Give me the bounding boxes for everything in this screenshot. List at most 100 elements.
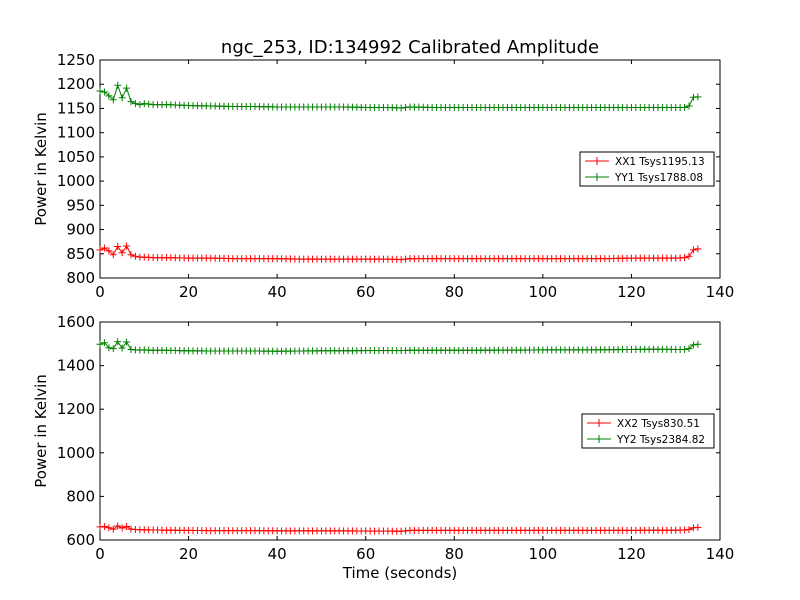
data-point xyxy=(131,100,139,108)
series-xx2 xyxy=(96,522,702,535)
legend-label: YY2 Tsys2384.82 xyxy=(616,434,705,446)
data-point xyxy=(109,251,117,259)
x-tick-label: 40 xyxy=(268,545,287,563)
series-xx1 xyxy=(96,242,702,264)
x-tick-label: 140 xyxy=(706,545,735,563)
data-point xyxy=(685,102,693,110)
x-tick-label: 60 xyxy=(356,545,375,563)
data-point xyxy=(123,522,131,530)
data-point xyxy=(123,242,131,250)
data-point xyxy=(118,524,126,532)
y-tick-label: 800 xyxy=(66,269,95,287)
x-tick-label: 120 xyxy=(617,283,646,301)
x-tick-label: 100 xyxy=(529,545,558,563)
top-panel: 0 20 40 60 80 100 120 140 800 850 900 950 1000 1050 11… xyxy=(32,51,734,301)
data-point xyxy=(114,522,122,530)
y-tick-label: 850 xyxy=(66,245,95,263)
x-tick-label: 40 xyxy=(268,283,287,301)
data-point xyxy=(118,249,126,257)
y-tick-label: 1600 xyxy=(57,313,95,331)
legend-marker xyxy=(595,435,603,443)
data-point xyxy=(105,92,113,100)
data-point xyxy=(114,81,122,89)
legend-label: YY1 Tsys1788.08 xyxy=(614,172,703,184)
data-point xyxy=(694,93,702,101)
data-point xyxy=(681,103,689,111)
data-point xyxy=(136,101,144,109)
y-axis-label: Power in Kelvin xyxy=(32,374,50,488)
data-point xyxy=(118,344,126,352)
data-point xyxy=(100,339,108,347)
data-point xyxy=(685,252,693,260)
data-point xyxy=(685,526,693,534)
legend: XX2 Tsys830.51 YY2 Tsys2384.82 xyxy=(581,413,715,449)
chart-title: ngc_253, ID:134992 Calibrated Amplitude xyxy=(221,37,599,58)
y-tick-label: 600 xyxy=(66,531,95,549)
legend-label: XX1 Tsys1195.13 xyxy=(615,156,705,168)
x-tick-label: 80 xyxy=(445,545,464,563)
x-tick-label: 0 xyxy=(95,545,105,563)
y-tick-label: 1000 xyxy=(57,444,95,462)
y-tick-label: 950 xyxy=(66,196,95,214)
data-point xyxy=(105,524,113,532)
data-point xyxy=(105,344,113,352)
data-point xyxy=(118,94,126,102)
legend-box xyxy=(579,151,715,187)
data-point xyxy=(109,96,117,104)
data-point xyxy=(109,345,117,353)
data-point xyxy=(694,245,702,253)
series-yy1 xyxy=(96,81,702,112)
data-point xyxy=(96,340,104,348)
data-point xyxy=(681,254,689,262)
legend: XX1 Tsys1195.13 YY1 Tsys1788.08 xyxy=(579,151,715,187)
data-point xyxy=(694,523,702,531)
data-point xyxy=(114,243,122,251)
y-tick-label: 1100 xyxy=(57,124,95,142)
series-yy2 xyxy=(96,338,702,355)
y-tick-label: 1250 xyxy=(57,51,95,69)
x-tick-label: 0 xyxy=(95,283,105,301)
legend-marker xyxy=(595,419,603,427)
y-tick-label: 1050 xyxy=(57,148,95,166)
y-tick-label: 1200 xyxy=(57,400,95,418)
legend-box xyxy=(581,413,715,449)
data-point xyxy=(689,341,697,349)
legend-label: XX2 Tsys830.51 xyxy=(617,418,700,430)
data-point xyxy=(114,338,122,346)
y-tick-label: 1200 xyxy=(57,75,95,93)
y-tick-label: 1400 xyxy=(57,357,95,375)
x-tick-label: 60 xyxy=(356,283,375,301)
y-tick-label: 1000 xyxy=(57,172,95,190)
data-point xyxy=(681,345,689,353)
data-point xyxy=(105,247,113,255)
x-tick-label: 20 xyxy=(179,283,198,301)
data-point xyxy=(100,88,108,96)
x-tick-label: 80 xyxy=(445,283,464,301)
data-point xyxy=(694,340,702,348)
y-axis-label: Power in Kelvin xyxy=(32,112,50,226)
x-tick-label: 120 xyxy=(617,545,646,563)
x-tick-label: 100 xyxy=(529,283,558,301)
data-point xyxy=(123,338,131,346)
data-point xyxy=(100,244,108,252)
x-tick-label: 20 xyxy=(179,545,198,563)
x-axis-label: Time (seconds) xyxy=(342,564,458,582)
data-point xyxy=(96,246,104,254)
data-point xyxy=(131,252,139,260)
data-point xyxy=(123,84,131,92)
y-tick-label: 800 xyxy=(66,487,95,505)
legend-marker xyxy=(593,173,601,181)
legend-marker xyxy=(593,157,601,165)
data-point xyxy=(689,246,697,254)
y-tick-label: 900 xyxy=(66,221,95,239)
data-point xyxy=(127,98,135,106)
data-point xyxy=(100,522,108,530)
y-tick-label: 1150 xyxy=(57,99,95,117)
data-point xyxy=(127,251,135,259)
data-point xyxy=(109,525,117,533)
data-point xyxy=(96,87,104,95)
bottom-panel: 0 20 40 60 80 100 120 140 600 800 1000 1200 1400 1600… xyxy=(32,313,734,582)
data-point xyxy=(685,345,693,353)
x-tick-label: 140 xyxy=(706,283,735,301)
